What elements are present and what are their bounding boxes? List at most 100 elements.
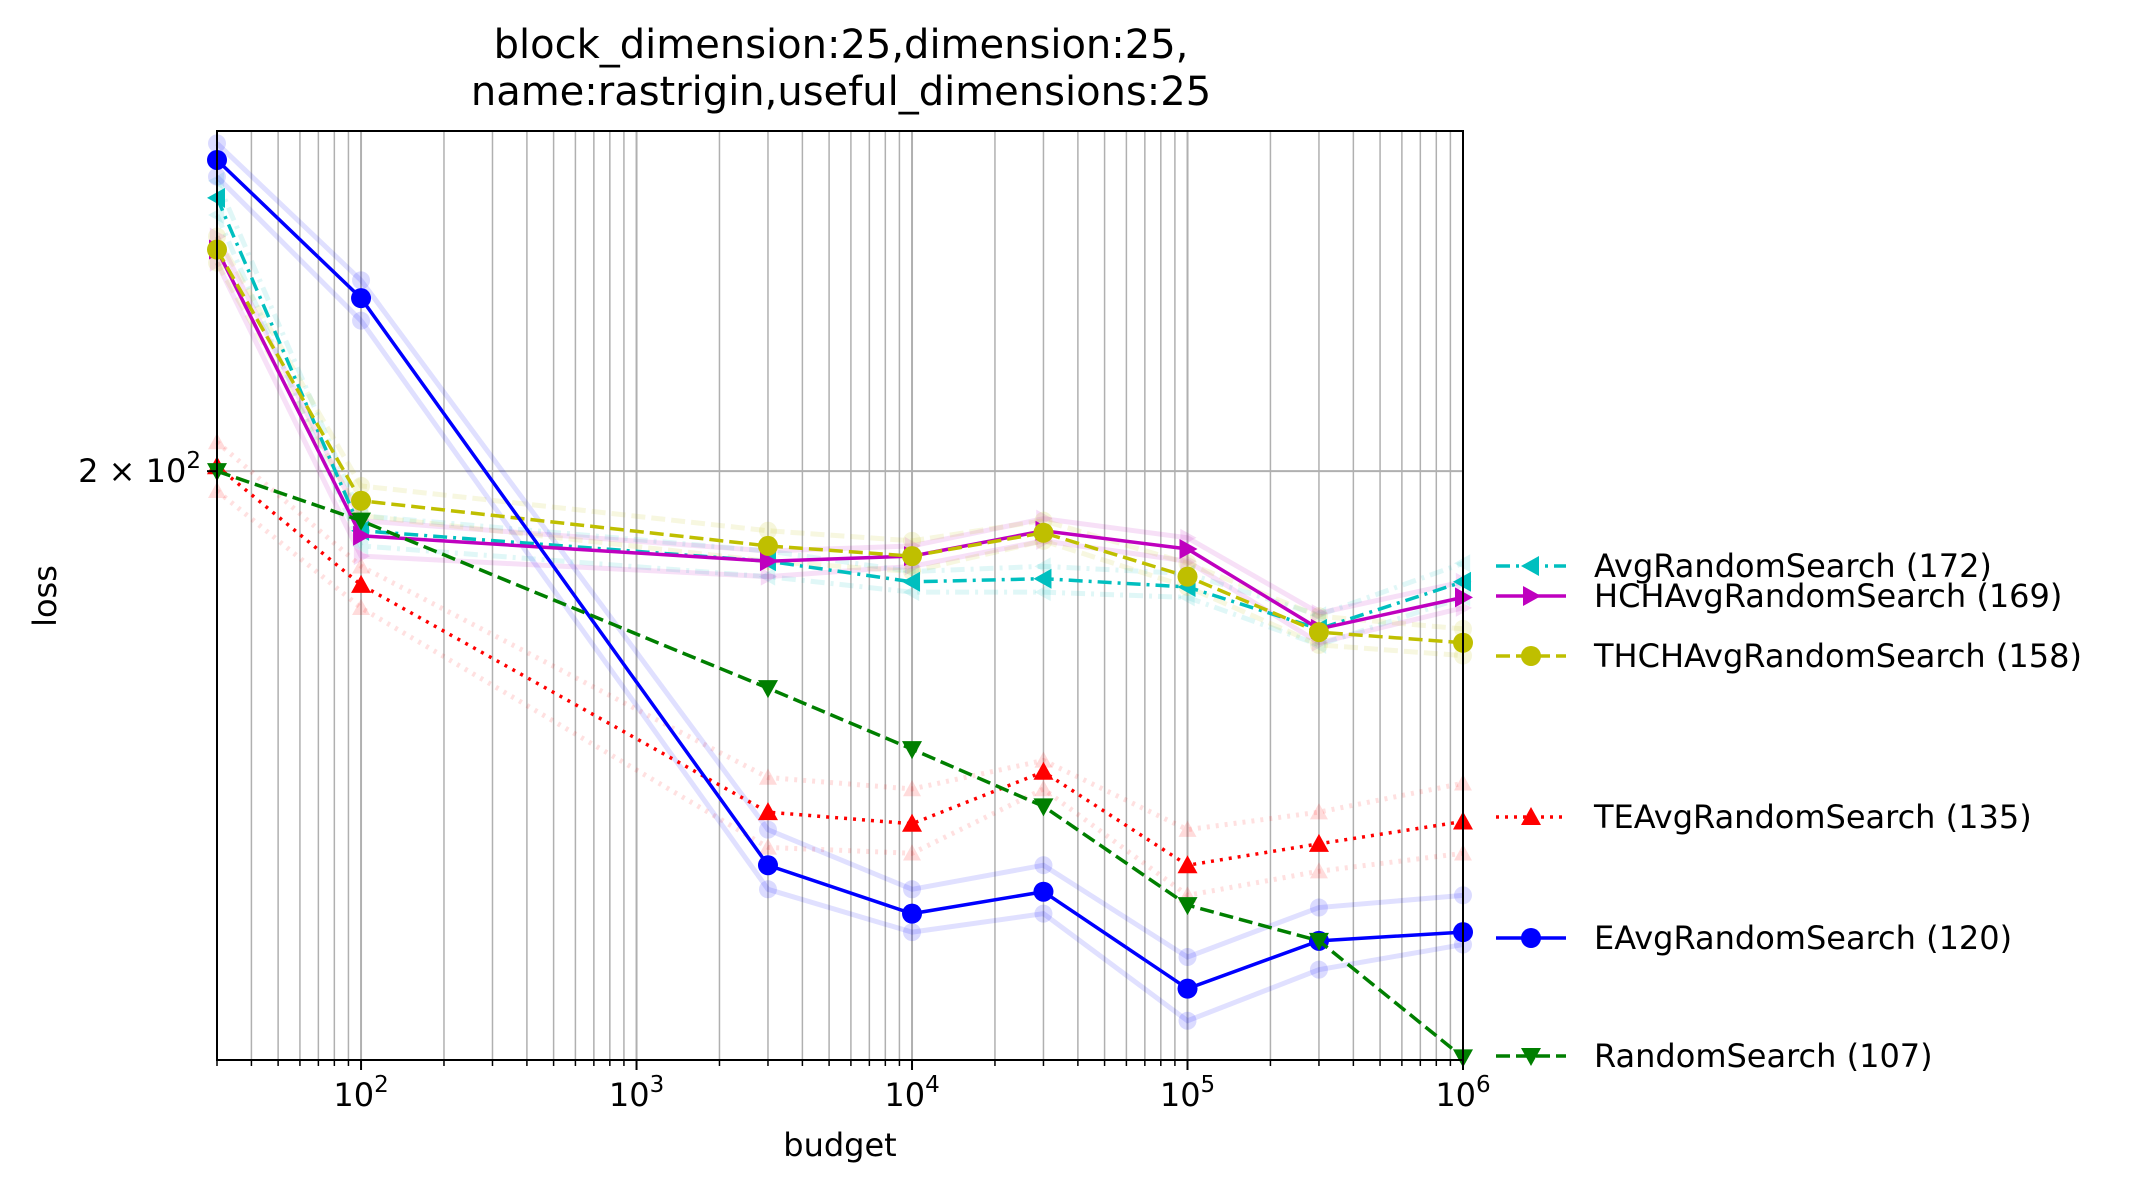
faint-run-point xyxy=(903,779,922,797)
legend-marker xyxy=(1521,1048,1541,1066)
data-point xyxy=(351,490,372,511)
legend-entry: THCHAvgRandomSearch (158) xyxy=(1496,637,2082,675)
legend-marker xyxy=(1521,928,1541,948)
legend-label: RandomSearch (107) xyxy=(1594,1037,1933,1075)
faint-run-point xyxy=(1309,607,1328,626)
series-4 xyxy=(207,149,1473,999)
y-tick-label: 2 × 102 xyxy=(78,448,201,490)
legend-entry: AvgRandomSearch (172) xyxy=(1496,547,1992,585)
faint-run-line xyxy=(215,488,1464,899)
faint-run-point xyxy=(352,476,371,495)
legend-marker xyxy=(1521,807,1541,825)
data-point xyxy=(1033,568,1052,589)
data-point xyxy=(1033,798,1054,817)
data-point xyxy=(1033,522,1054,543)
x-tick-label: 105 xyxy=(1160,1072,1215,1114)
data-point xyxy=(351,288,372,309)
faint-run-point xyxy=(758,820,777,839)
data-point xyxy=(1177,855,1198,874)
faint-run-point xyxy=(353,547,371,566)
faint-run-point xyxy=(903,880,922,899)
faint-run-point xyxy=(903,923,922,942)
faint-run-point xyxy=(1309,606,1327,625)
y-axis-ticks: 2 × 102 xyxy=(78,448,217,490)
faint-run-point xyxy=(1178,948,1197,967)
plot-area-frame xyxy=(216,130,1464,1061)
x-tick-label: 104 xyxy=(884,1072,939,1114)
data-point xyxy=(1033,881,1054,902)
faint-run-point xyxy=(1034,751,1053,768)
faint-run-line xyxy=(215,141,1464,960)
data-point xyxy=(1308,833,1329,852)
legend-marker xyxy=(1523,586,1541,606)
faint-run-point xyxy=(1034,856,1053,875)
faint-run-point xyxy=(760,567,777,586)
faint-run-line xyxy=(215,440,1464,833)
legend-entry: RandomSearch (107) xyxy=(1496,1037,1933,1075)
data-point xyxy=(757,680,778,699)
faint-run-line xyxy=(214,235,1464,632)
legend-entry: EAvgRandomSearch (120) xyxy=(1496,919,2012,957)
faint-run-point xyxy=(758,521,777,540)
faint-run-point xyxy=(1180,552,1197,571)
faint-run-point xyxy=(1309,960,1328,979)
faint-run-point xyxy=(1178,1011,1197,1030)
faint-run-point xyxy=(1309,862,1328,879)
faint-run-point xyxy=(758,838,777,855)
legend-label: EAvgRandomSearch (120) xyxy=(1594,919,2012,957)
faint-run-line xyxy=(214,179,1464,618)
data-point xyxy=(351,574,372,593)
chart-title-line-1: block_dimension:25,dimension:25, xyxy=(494,22,1189,68)
legend-marker xyxy=(1521,556,1539,576)
data-point xyxy=(759,551,778,572)
series-line xyxy=(215,248,1464,645)
series-lines xyxy=(207,149,1473,1068)
data-point xyxy=(902,813,923,832)
data-point xyxy=(902,741,923,760)
faint-run-point xyxy=(352,311,371,330)
x-axis-label: budget xyxy=(783,1126,896,1164)
faint-run-line xyxy=(214,261,1464,659)
x-tick-label: 102 xyxy=(333,1072,388,1114)
y-axis-label: loss xyxy=(26,565,64,627)
x-tick-label: 106 xyxy=(1435,1072,1490,1114)
faint-run-point xyxy=(758,768,777,785)
data-point xyxy=(1308,932,1329,951)
chart-title-line-2: name:rastrigin,useful_dimensions:25 xyxy=(471,69,1211,115)
faint-run-point xyxy=(352,271,371,290)
faint-run-point xyxy=(903,844,922,861)
legend-marker xyxy=(1521,646,1541,666)
data-point xyxy=(757,855,778,876)
faint-run-point xyxy=(1178,820,1197,837)
series-line xyxy=(215,158,1464,991)
faint-run-point xyxy=(1036,509,1053,528)
faint-run-point xyxy=(903,531,922,550)
faint-run-point xyxy=(758,880,777,899)
faint-run-bands xyxy=(208,134,1472,1030)
faint-run-point xyxy=(352,557,371,574)
data-point xyxy=(902,571,921,592)
faint-run-point xyxy=(1034,583,1051,602)
faint-run-point xyxy=(1311,604,1328,623)
faint-run-point xyxy=(1034,557,1051,576)
legend-label: TEAvgRandomSearch (135) xyxy=(1593,798,2032,836)
x-axis-ticks: 102 103 104 105 106 xyxy=(216,1060,1491,1114)
faint-run-point xyxy=(1309,803,1328,820)
x-tick-label: 103 xyxy=(609,1072,664,1114)
data-point xyxy=(757,535,778,556)
legend-entry: HCHAvgRandomSearch (169) xyxy=(1496,577,2062,615)
faint-run-line xyxy=(214,235,1464,616)
data-point xyxy=(1308,622,1329,643)
legend: AvgRandomSearch (172)HCHAvgRandomSearch … xyxy=(1496,547,2082,1075)
data-point xyxy=(353,525,372,546)
data-point xyxy=(1177,566,1198,587)
faint-run-point xyxy=(1034,904,1053,923)
data-point xyxy=(1177,978,1198,999)
faint-run-point xyxy=(1309,898,1328,917)
data-point xyxy=(1177,897,1198,916)
faint-run-line xyxy=(215,174,1464,1024)
legend-label: THCHAvgRandomSearch (158) xyxy=(1593,637,2082,675)
data-point xyxy=(902,546,923,567)
data-point xyxy=(902,903,923,924)
